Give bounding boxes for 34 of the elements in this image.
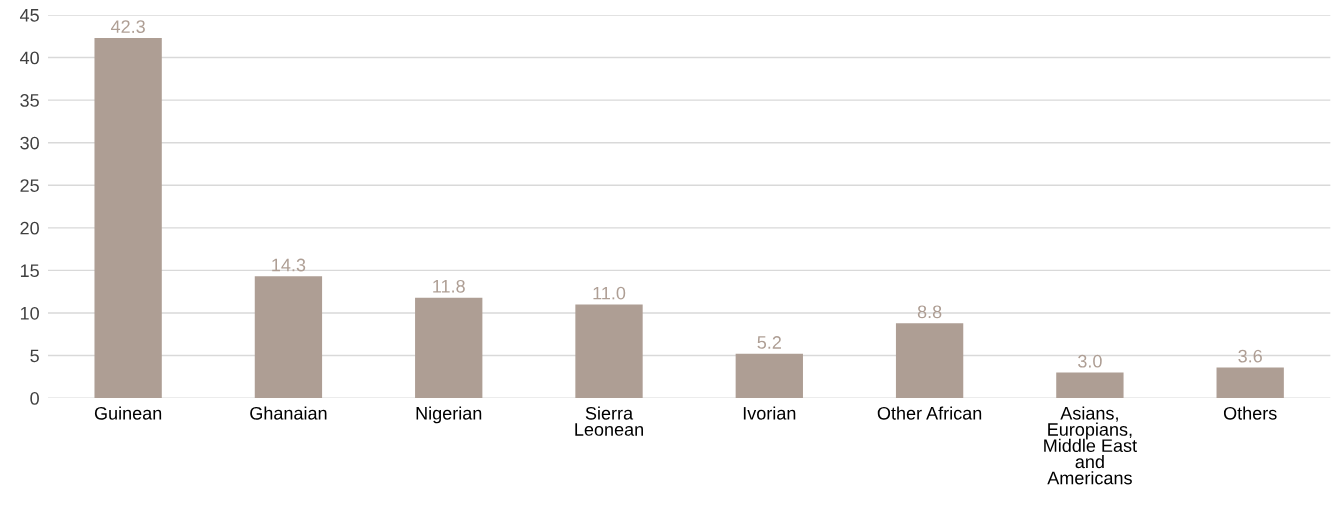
y-tick-label: 25 — [20, 179, 39, 192]
y-tick-label: 10 — [20, 306, 39, 320]
bar — [575, 304, 643, 399]
x-tick-label: Others — [1223, 406, 1277, 420]
data-label: 11.0 — [593, 286, 626, 300]
bar — [1056, 372, 1124, 399]
data-label: 5.2 — [757, 336, 781, 349]
bar — [1216, 367, 1284, 399]
data-label: 3.6 — [1238, 349, 1262, 363]
x-tick-label: Nigerian — [416, 406, 482, 424]
y-tick-label: 40 — [19, 51, 39, 65]
bar — [415, 297, 483, 399]
bar — [735, 353, 803, 399]
bar — [94, 37, 162, 399]
y-tick-label: 35 — [20, 94, 39, 107]
data-label: 42.3 — [110, 20, 145, 34]
x-tick-label: Other African — [877, 406, 982, 420]
data-label: 11.8 — [433, 279, 465, 293]
x-tick-label: Ivorian — [743, 406, 796, 420]
y-tick-label: 5 — [30, 349, 39, 363]
y-tick-label: 15 — [20, 264, 39, 278]
data-label: 3.0 — [1078, 354, 1102, 368]
x-tick-label: Sierra Leonean — [575, 406, 643, 436]
bar — [895, 323, 964, 399]
x-tick-label: Asians, Europians, Middle East and Americans — [1044, 406, 1137, 485]
data-label: 8.8 — [917, 305, 942, 319]
y-tick-label: 30 — [20, 136, 39, 150]
bar — [254, 276, 323, 399]
x-tick-label: Ghanaian — [250, 406, 327, 420]
data-label: 14.3 — [272, 258, 306, 272]
x-tick-label: Guinean — [94, 406, 162, 420]
y-tick-label: 45 — [19, 9, 39, 22]
y-tick-label: 20 — [20, 221, 39, 235]
y-tick-label: 0 — [30, 392, 39, 405]
